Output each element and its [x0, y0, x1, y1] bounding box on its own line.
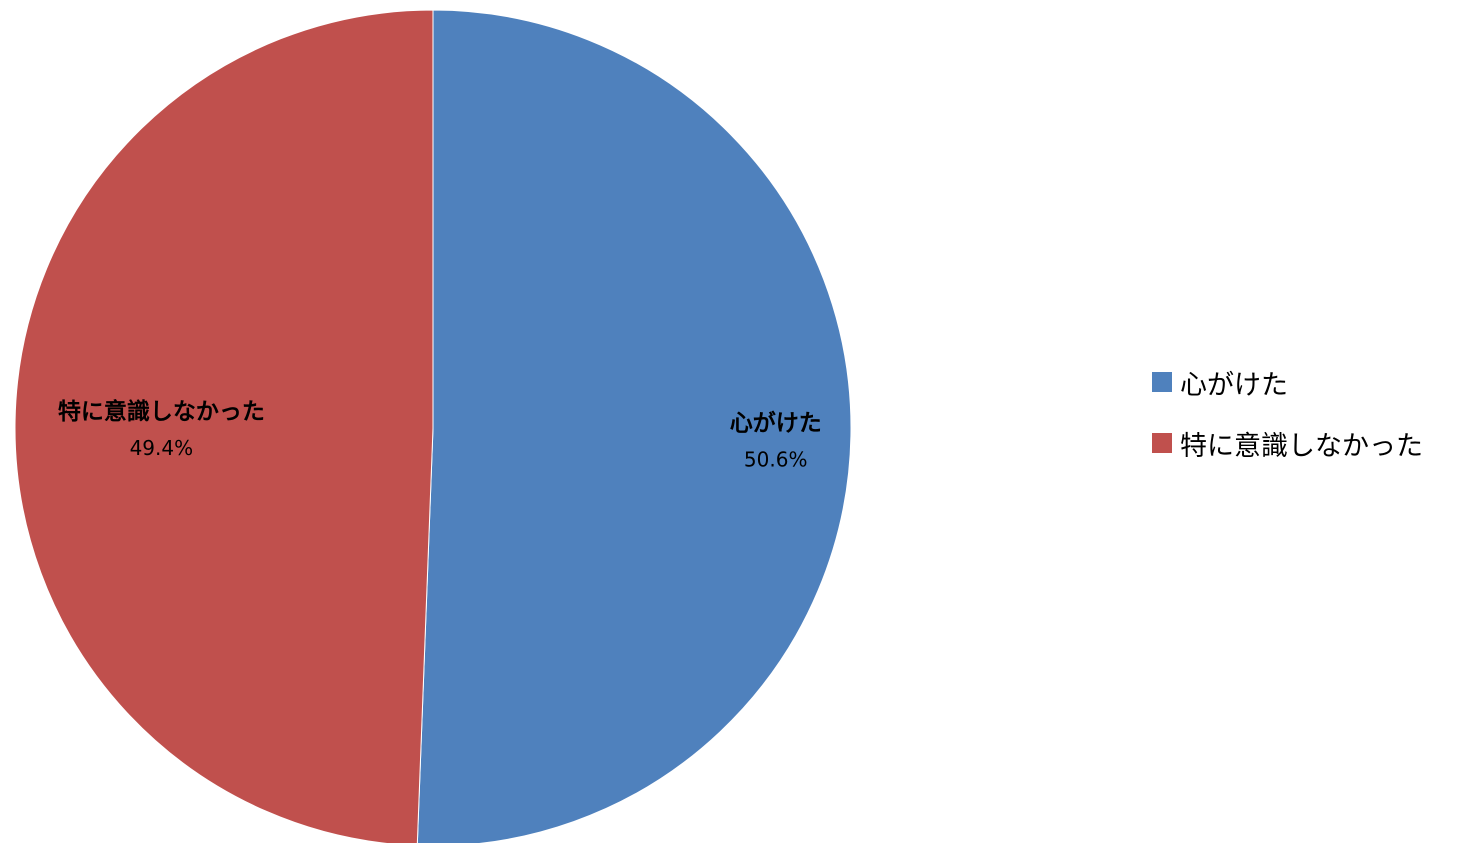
legend-item-tokuni-ishiki-shinakatta: 特に意識しなかった — [1152, 423, 1423, 463]
legend-label-tokuni-ishiki-shinakatta: 特に意識しなかった — [1180, 430, 1423, 462]
data-label-name-kokorogaketa: 心がけた — [730, 409, 822, 436]
legend-swatch-tokuni-ishiki-shinakatta — [1152, 433, 1172, 453]
legend-item-kokorogaketa: 心がけた — [1152, 362, 1423, 402]
pie-slice-tokuni-ishiki-shinakatta — [14, 9, 434, 843]
pie-slice-kokorogaketa — [416, 9, 852, 843]
data-label-name-tokuni-ishiki-shinakatta: 特に意識しなかった — [58, 398, 265, 425]
legend-swatch-kokorogaketa — [1152, 372, 1172, 392]
data-label-value-tokuni-ishiki-shinakatta: 49.4% — [130, 436, 194, 460]
data-label-value-kokorogaketa: 50.6% — [744, 447, 808, 471]
legend-label-kokorogaketa: 心がけた — [1180, 369, 1288, 401]
chart-legend: 心がけた 特に意識しなかった — [1152, 362, 1423, 484]
